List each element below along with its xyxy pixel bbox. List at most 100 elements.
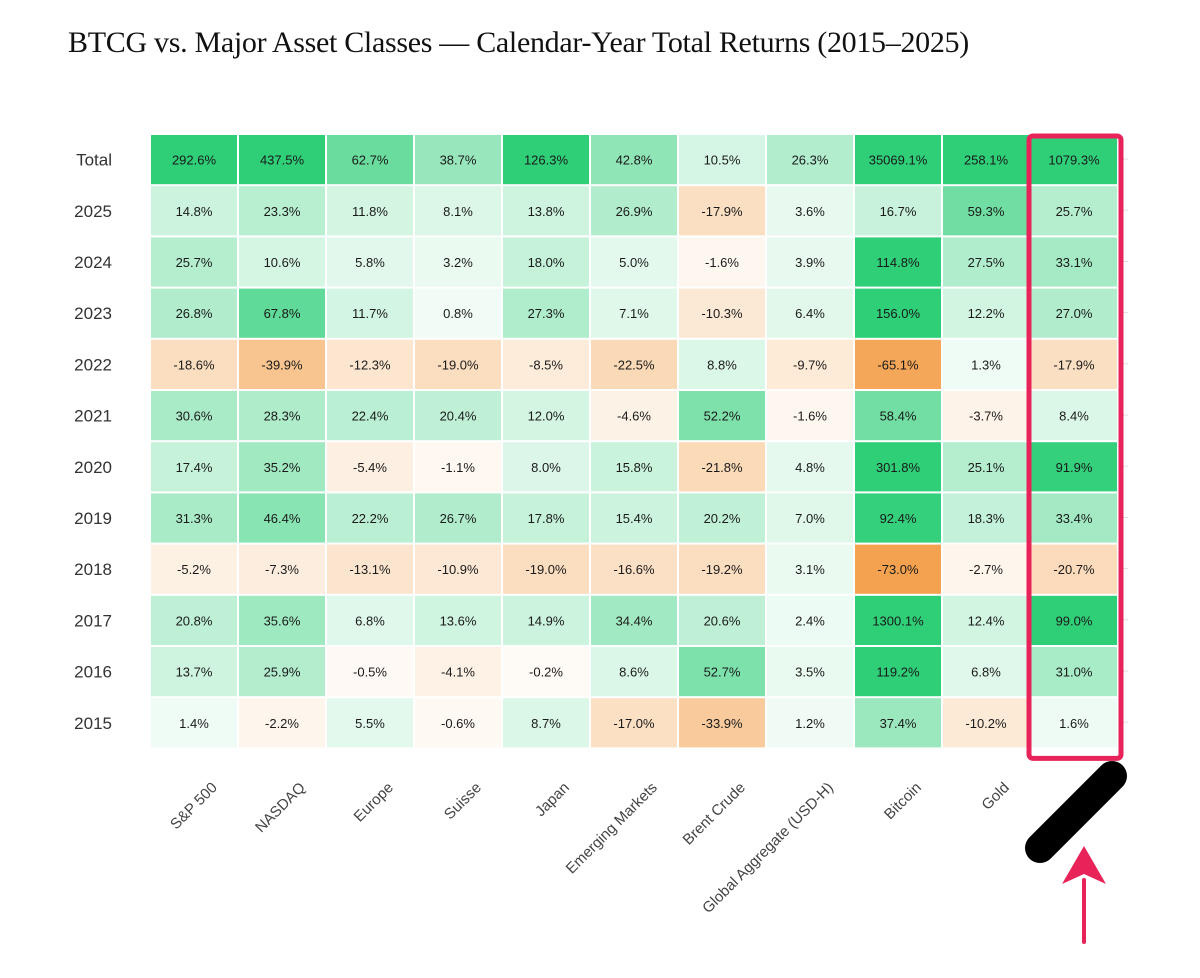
column-label: S&P 500 bbox=[167, 779, 221, 833]
cell-value: 23.3% bbox=[264, 204, 301, 219]
heatmap-cell bbox=[151, 493, 237, 543]
heatmap-cell bbox=[415, 186, 501, 236]
cell-value: 20.2% bbox=[704, 511, 741, 526]
cell-value: 17.4% bbox=[176, 460, 213, 475]
heatmap-cell bbox=[503, 647, 589, 697]
cell-value: 1300.1% bbox=[872, 613, 924, 628]
heatmap-cell bbox=[591, 544, 677, 594]
heatmap-cell bbox=[767, 647, 853, 697]
cell-value: 31.0% bbox=[1056, 665, 1093, 680]
cell-value: -19.0% bbox=[437, 357, 479, 372]
cell-value: -10.2% bbox=[965, 716, 1007, 731]
cell-value: -7.3% bbox=[265, 562, 299, 577]
cell-value: 25.9% bbox=[264, 665, 301, 680]
heatmap-cell bbox=[767, 186, 853, 236]
cell-value: 31.3% bbox=[176, 511, 213, 526]
heatmap-cell bbox=[591, 135, 677, 185]
cell-value: -0.5% bbox=[353, 665, 387, 680]
heatmap-cell bbox=[503, 442, 589, 492]
cell-value: 119.2% bbox=[876, 665, 920, 680]
heatmap-cell bbox=[679, 391, 765, 441]
heatmap-cell bbox=[943, 135, 1029, 185]
cell-value: -4.1% bbox=[441, 665, 475, 680]
heatmap-cell bbox=[327, 288, 413, 338]
cell-value: 42.8% bbox=[616, 153, 653, 168]
cell-value: 437.5% bbox=[260, 153, 305, 168]
cell-value: 27.0% bbox=[1056, 306, 1093, 321]
cell-value: -20.7% bbox=[1053, 562, 1095, 577]
cell-value: 92.4% bbox=[880, 511, 917, 526]
cell-value: -1.1% bbox=[441, 460, 475, 475]
heatmap-cell bbox=[151, 237, 237, 287]
heatmap-cell bbox=[591, 186, 677, 236]
heatmap-cell bbox=[1031, 186, 1117, 236]
cell-value: 20.8% bbox=[176, 613, 213, 628]
heatmap-cell bbox=[1031, 442, 1117, 492]
cell-value: 0.8% bbox=[443, 306, 473, 321]
cell-value: 26.8% bbox=[176, 306, 213, 321]
heatmap-cell bbox=[855, 186, 941, 236]
heatmap-cell bbox=[415, 339, 501, 389]
cell-value: 52.2% bbox=[704, 409, 741, 424]
heatmap-cell bbox=[591, 698, 677, 748]
heatmap-cell bbox=[239, 493, 325, 543]
column-label: NASDAQ bbox=[252, 779, 309, 836]
cell-value: -19.0% bbox=[525, 562, 567, 577]
cell-value: -19.2% bbox=[701, 562, 743, 577]
cell-value: 15.4% bbox=[616, 511, 653, 526]
heatmap-cell bbox=[767, 698, 853, 748]
cell-value: -9.7% bbox=[793, 357, 827, 372]
row-label: 2016 bbox=[74, 663, 112, 682]
heatmap-cell bbox=[679, 595, 765, 645]
cell-value: 1.2% bbox=[795, 716, 825, 731]
cell-value: -17.9% bbox=[701, 204, 743, 219]
cell-value: 14.8% bbox=[176, 204, 213, 219]
cell-value: 99.0% bbox=[1056, 613, 1093, 628]
cell-value: -1.6% bbox=[705, 255, 739, 270]
heatmap-cell bbox=[943, 595, 1029, 645]
heatmap-cell bbox=[1031, 647, 1117, 697]
cell-value: -3.7% bbox=[969, 409, 1003, 424]
heatmap-cell bbox=[1031, 391, 1117, 441]
heatmap-cell bbox=[679, 186, 765, 236]
heatmap-cell bbox=[327, 595, 413, 645]
heatmap-cell bbox=[943, 237, 1029, 287]
heatmap-cell bbox=[679, 493, 765, 543]
cell-value: 3.1% bbox=[795, 562, 825, 577]
cell-value: -0.6% bbox=[441, 716, 475, 731]
cell-value: 11.7% bbox=[352, 306, 388, 321]
cell-value: 18.0% bbox=[528, 255, 565, 270]
cell-value: 6.4% bbox=[795, 306, 825, 321]
heatmap-cell bbox=[855, 698, 941, 748]
cell-value: 12.2% bbox=[968, 306, 1005, 321]
cell-value: 27.5% bbox=[968, 255, 1005, 270]
heatmap-cell bbox=[239, 339, 325, 389]
heatmap-cell bbox=[767, 339, 853, 389]
heatmap-cell bbox=[943, 544, 1029, 594]
cell-value: -0.2% bbox=[529, 665, 563, 680]
cell-value: 12.4% bbox=[968, 613, 1005, 628]
heatmap-cell bbox=[679, 237, 765, 287]
cell-value: 10.6% bbox=[264, 255, 301, 270]
heatmap-cell bbox=[767, 493, 853, 543]
row-label: 2017 bbox=[74, 611, 112, 630]
cell-value: 58.4% bbox=[880, 409, 917, 424]
heatmap-cell bbox=[503, 135, 589, 185]
cell-value: -4.6% bbox=[617, 409, 651, 424]
cell-value: 13.7% bbox=[176, 665, 213, 680]
row-label: 2024 bbox=[74, 253, 112, 272]
heatmap-cell bbox=[855, 237, 941, 287]
cell-value: 33.1% bbox=[1056, 255, 1093, 270]
heatmap-cell bbox=[679, 544, 765, 594]
cell-value: -16.6% bbox=[613, 562, 655, 577]
heatmap-cell bbox=[591, 647, 677, 697]
heatmap-cell bbox=[503, 288, 589, 338]
heatmap-cell bbox=[503, 391, 589, 441]
heatmap-cell bbox=[239, 391, 325, 441]
cell-value: 59.3% bbox=[968, 204, 1005, 219]
cell-value: 26.3% bbox=[792, 153, 829, 168]
heatmap-cell bbox=[767, 237, 853, 287]
heatmap-cell bbox=[151, 595, 237, 645]
cell-value: 11.8% bbox=[352, 204, 388, 219]
